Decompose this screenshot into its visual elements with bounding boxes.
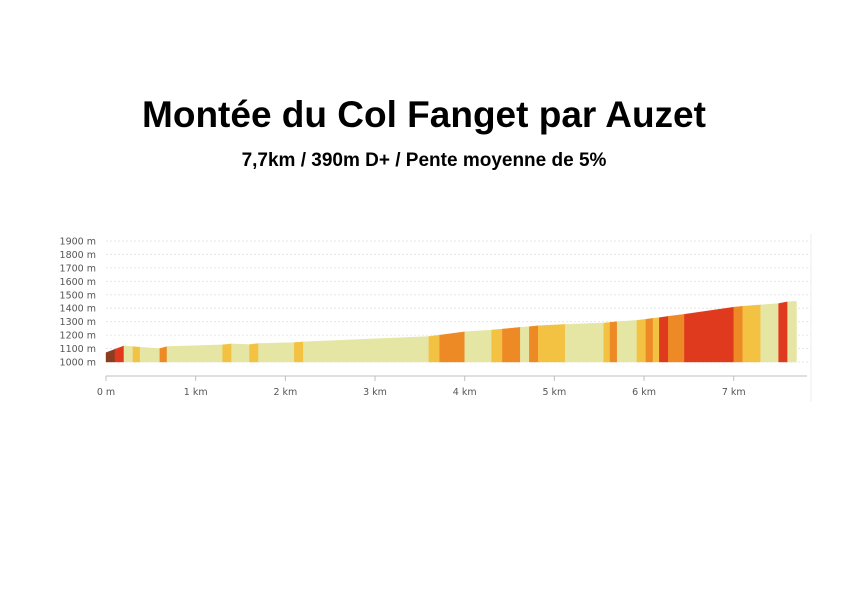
x-tick-label: 5 km bbox=[542, 387, 566, 398]
x-tick-label: 4 km bbox=[453, 387, 477, 398]
elevation-segment-hard bbox=[114, 345, 125, 363]
elevation-segment-moderate bbox=[733, 305, 743, 363]
y-tick-label: 1000 m bbox=[60, 358, 96, 369]
y-tick-label: 1900 m bbox=[60, 237, 96, 248]
x-tick-label: 3 km bbox=[363, 387, 387, 398]
elevation-segment-moderate bbox=[529, 325, 539, 363]
y-tick-label: 1300 m bbox=[60, 317, 96, 328]
elevation-segment-moderate bbox=[159, 346, 168, 363]
elevation-segment-hard bbox=[684, 306, 734, 363]
page-title: Montée du Col Fanget par Auzet bbox=[142, 94, 706, 135]
elevation-segment-very-easy bbox=[123, 345, 134, 363]
elevation-segment-easy bbox=[294, 341, 304, 363]
elevation-segment-very-easy bbox=[258, 342, 295, 363]
elevation-segment-very-easy bbox=[139, 346, 161, 363]
elevation-segment-easy bbox=[428, 334, 440, 363]
elevation-segment-easy bbox=[249, 343, 259, 363]
elevation-segments bbox=[105, 301, 797, 363]
elevation-segment-very-easy bbox=[787, 301, 797, 363]
elevation-segment-easy bbox=[742, 304, 761, 363]
y-tick-label: 1400 m bbox=[60, 304, 96, 315]
x-tick-label: 0 m bbox=[97, 387, 115, 398]
x-tick-label: 2 km bbox=[273, 387, 297, 398]
elevation-segment-moderate bbox=[439, 331, 465, 363]
elevation-segment-easy bbox=[132, 346, 141, 363]
elevation-segment-easy bbox=[652, 317, 660, 363]
y-tick-label: 1700 m bbox=[60, 263, 96, 274]
y-tick-label: 1800 m bbox=[60, 250, 96, 261]
x-tick-label: 1 km bbox=[184, 387, 208, 398]
x-tick-label: 7 km bbox=[722, 387, 746, 398]
elevation-segment-moderate bbox=[645, 318, 654, 363]
elevation-segment-easy bbox=[538, 324, 566, 363]
elevation-segment-very-easy bbox=[303, 336, 430, 363]
elevation-segment-hard bbox=[778, 301, 788, 363]
x-tick-label: 6 km bbox=[632, 387, 656, 398]
elevation-segment-very-easy bbox=[166, 344, 223, 363]
elevation-segment-very-easy bbox=[564, 322, 604, 363]
page-subtitle: 7,7km / 390m D+ / Pente moyenne de 5% bbox=[241, 150, 607, 171]
elevation-segment-very-easy bbox=[520, 326, 530, 363]
elevation-segment-easy bbox=[222, 343, 232, 363]
y-tick-label: 1100 m bbox=[60, 344, 96, 355]
elevation-segment-easy bbox=[603, 322, 611, 363]
elevation-segment-very-easy bbox=[616, 320, 638, 363]
elevation-segment-moderate bbox=[502, 327, 521, 363]
y-tick-label: 1500 m bbox=[60, 290, 96, 301]
elevation-segment-very-easy bbox=[464, 329, 492, 363]
elevation-segment-hard bbox=[659, 316, 669, 363]
elevation-segment-very-easy bbox=[760, 303, 779, 363]
elevation-segment-very-easy bbox=[231, 343, 250, 363]
elevation-segment-easy bbox=[636, 319, 647, 363]
axes: 1000 m 1100 m 1200 m 1300 m 1400 m 1500 m 1600… bbox=[60, 237, 807, 398]
y-tick-label: 1200 m bbox=[60, 331, 96, 342]
y-tick-label: 1600 m bbox=[60, 277, 96, 288]
elevation-segment-moderate bbox=[609, 321, 618, 363]
elevation-segment-easy bbox=[491, 328, 503, 363]
elevation-segment-very-hard bbox=[105, 348, 116, 363]
elevation-segment-moderate bbox=[668, 314, 685, 363]
